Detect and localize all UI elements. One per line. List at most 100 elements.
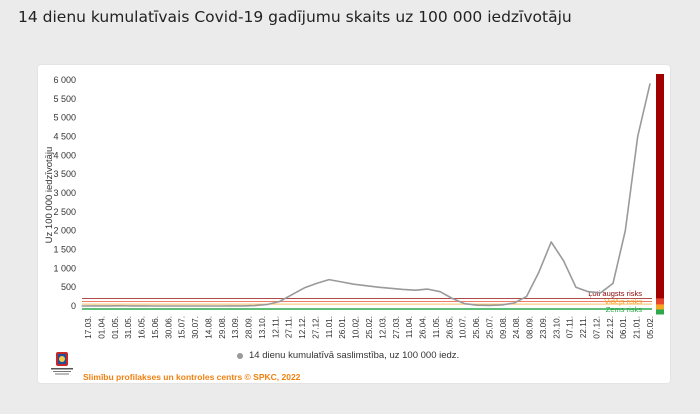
y-tick-label: 6 000 xyxy=(53,75,76,85)
x-tick-label: 23.09. xyxy=(539,316,548,339)
data-point xyxy=(414,289,416,291)
data-point xyxy=(402,288,404,291)
data-point xyxy=(649,83,651,85)
risk-label: Vidējs risks xyxy=(604,297,642,306)
x-tick-label: 07.11. xyxy=(566,316,575,338)
data-point xyxy=(488,304,491,307)
data-point xyxy=(427,288,429,290)
y-tick-label: 3 000 xyxy=(53,188,76,198)
x-tick-label: 23.10. xyxy=(552,316,561,339)
data-point xyxy=(525,295,528,298)
x-tick-label: 15.07. xyxy=(178,316,187,339)
x-tick-label: 06.01. xyxy=(619,316,628,339)
data-point xyxy=(365,285,367,287)
data-point xyxy=(624,230,626,232)
x-tick-label: 28.09. xyxy=(245,316,254,339)
x-tick-label: 22.11. xyxy=(579,316,588,338)
data-point xyxy=(451,297,454,300)
data-point xyxy=(192,305,194,307)
x-tick-label: 25.02. xyxy=(365,316,374,339)
data-point xyxy=(464,303,466,305)
data-point xyxy=(637,135,639,138)
x-tick-label: 09.08. xyxy=(499,316,508,339)
x-tick-label: 29.08. xyxy=(218,316,227,339)
data-point xyxy=(476,304,478,306)
y-tick-label: 5 000 xyxy=(53,113,76,123)
x-tick-label: 24.08. xyxy=(512,316,521,339)
data-point xyxy=(93,305,95,307)
risk-label: Ļoti augsts risks xyxy=(588,289,642,298)
x-tick-label: 17.03. xyxy=(84,316,93,339)
y-tick-label: 2 000 xyxy=(53,226,76,236)
data-point xyxy=(340,281,342,283)
x-tick-label: 30.07. xyxy=(191,316,200,339)
legend-label: 14 dienu kumulatīvā saslimstība, uz 100 … xyxy=(249,350,460,361)
y-tick-label: 1 000 xyxy=(53,263,76,273)
x-tick-label: 11.05. xyxy=(432,316,441,338)
chart-panel xyxy=(38,65,670,383)
data-point xyxy=(106,305,108,307)
risk-label: Zems risks xyxy=(606,305,642,314)
y-tick-label: 4 000 xyxy=(53,150,76,160)
data-point xyxy=(303,287,305,289)
data-point xyxy=(353,283,355,285)
x-tick-label: 27.11. xyxy=(285,316,294,338)
x-tick-label: 13.09. xyxy=(231,316,240,339)
y-tick-label: 1 500 xyxy=(53,245,76,255)
risk-bar-high xyxy=(656,298,664,305)
x-tick-label: 26.01. xyxy=(338,316,347,339)
series-line xyxy=(81,83,651,307)
x-tick-label: 08.09. xyxy=(526,316,535,339)
data-point xyxy=(204,305,207,307)
x-tick-label: 31.05. xyxy=(124,316,133,339)
data-point xyxy=(155,305,157,307)
risk-bar-medium xyxy=(656,304,664,310)
y-tick-label: 4 500 xyxy=(53,132,76,142)
chart-legend[interactable]: 14 dienu kumulatīvā saslimstība, uz 100 … xyxy=(237,350,459,361)
x-tick-label: 27.03. xyxy=(392,316,401,339)
y-tick-label: 0 xyxy=(71,301,76,311)
data-point xyxy=(180,305,182,307)
y-tick-label: 500 xyxy=(61,282,76,292)
footer-credit: Slimību profilakses un kontroles centrs … xyxy=(83,372,301,382)
data-point xyxy=(229,305,231,307)
data-point xyxy=(118,305,120,307)
x-tick-label: 25.06. xyxy=(472,316,481,339)
data-point xyxy=(439,291,441,293)
data-point xyxy=(254,305,256,307)
risk-bar-low xyxy=(656,309,664,315)
x-tick-label: 27.12. xyxy=(312,316,321,339)
data-point xyxy=(550,241,552,243)
x-tick-label: 16.05. xyxy=(138,316,147,339)
y-tick-label: 2 500 xyxy=(53,207,76,217)
x-tick-label: 11.04. xyxy=(405,316,414,338)
data-point xyxy=(143,305,145,307)
y-tick-label: 3 500 xyxy=(53,169,76,179)
data-point xyxy=(266,303,268,306)
data-point xyxy=(575,286,577,288)
data-point xyxy=(130,305,132,307)
spkc-logo-icon xyxy=(51,352,73,375)
data-point xyxy=(587,291,589,293)
data-point xyxy=(377,286,379,288)
x-tick-label: 13.10. xyxy=(258,316,267,339)
x-tick-label: 14.08. xyxy=(204,316,213,339)
x-tick-label: 21.01. xyxy=(633,316,642,339)
x-tick-label: 26.05. xyxy=(445,316,454,339)
x-tick-label: 22.12. xyxy=(606,316,615,339)
x-tick-label: 12.12. xyxy=(298,316,307,339)
x-tick-label: 05.02. xyxy=(646,316,655,339)
x-tick-label: 12.11. xyxy=(271,316,280,338)
data-point xyxy=(217,305,219,307)
risk-bar-very-high xyxy=(656,74,664,299)
x-tick-label: 30.06. xyxy=(164,316,173,339)
data-point xyxy=(390,287,392,289)
x-tick-label: 12.03. xyxy=(378,316,387,339)
page-title: 14 dienu kumulatīvais Covid-19 gadījumu … xyxy=(18,8,572,26)
x-tick-label: 01.04. xyxy=(97,316,106,339)
data-point xyxy=(291,294,293,296)
x-tick-label: 11.01. xyxy=(325,316,334,338)
x-tick-label: 25.07. xyxy=(485,316,494,339)
x-tick-label: 01.05. xyxy=(111,316,120,339)
